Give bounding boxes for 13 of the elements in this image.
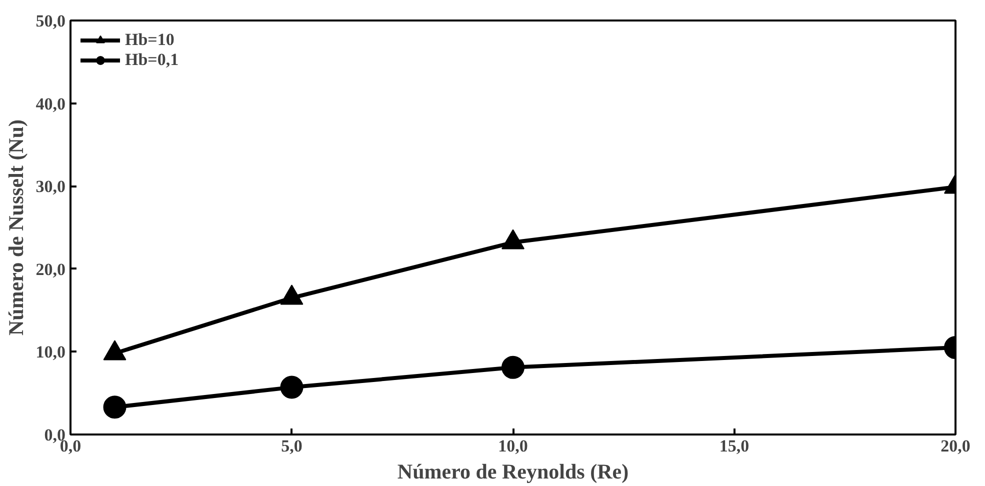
y-tick-label: 20,0 (36, 260, 66, 279)
y-axis-title: Número de Nusselt (Nu) (4, 119, 28, 336)
legend-label: Hb=0,1 (125, 50, 179, 70)
y-tick-label: 50,0 (36, 12, 66, 30)
x-tick-label: 15,0 (719, 436, 750, 456)
y-tick-label: 10,0 (36, 342, 66, 362)
legend-label: Hb=10 (125, 30, 174, 50)
y-tick-label: 40,0 (36, 94, 66, 114)
x-axis-title: Número de Reynolds (Re) (397, 460, 629, 484)
x-tick-label: 10,0 (498, 436, 528, 456)
y-tick-label: 30,0 (36, 177, 66, 196)
x-tick-label: 20,0 (940, 436, 970, 456)
x-tick-label: 5,0 (281, 436, 302, 456)
